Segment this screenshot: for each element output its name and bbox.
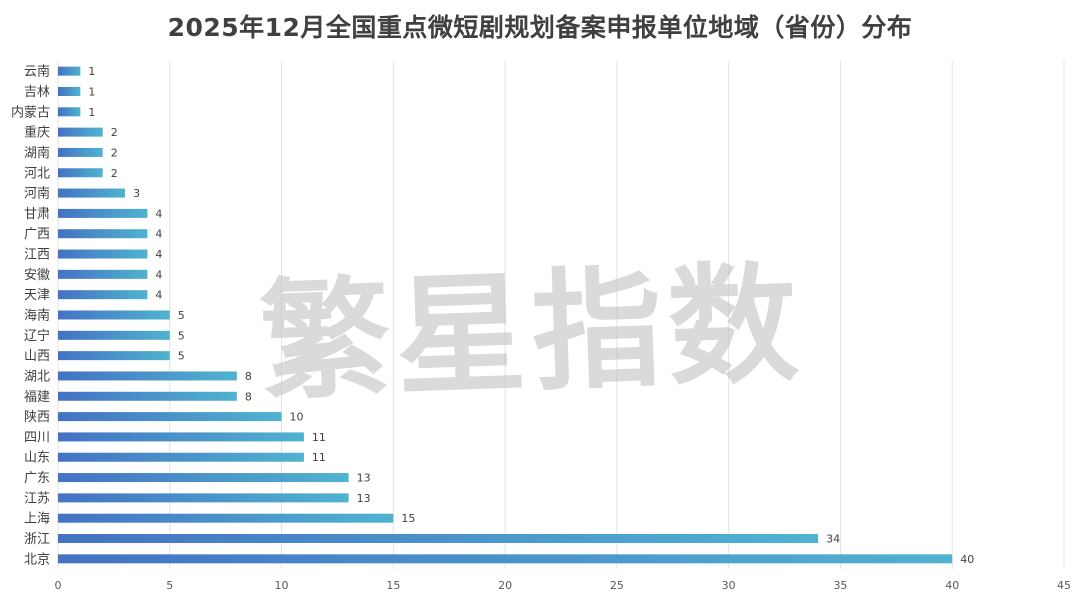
- x-tick-label: 0: [55, 579, 62, 592]
- bar: [58, 168, 103, 178]
- x-tick-label: 30: [722, 579, 736, 592]
- y-tick-label: 天津: [24, 288, 50, 303]
- bar: [58, 412, 282, 422]
- data-label: 8: [245, 370, 252, 383]
- data-label: 4: [155, 207, 162, 220]
- bar: [58, 473, 349, 483]
- data-label: 1: [88, 106, 95, 119]
- bar: [58, 127, 103, 137]
- data-label: 10: [290, 411, 304, 424]
- y-tick-label: 山东: [24, 451, 50, 466]
- data-label: 4: [155, 228, 162, 241]
- y-tick-label: 内蒙古: [11, 104, 50, 120]
- y-tick-label: 浙江: [24, 532, 50, 547]
- y-tick-label: 辽宁: [24, 328, 50, 344]
- y-tick-label: 江西: [24, 248, 50, 263]
- y-tick-label: 江苏: [24, 490, 50, 506]
- bar: [58, 371, 237, 381]
- bar: [58, 351, 170, 361]
- y-tick-label: 甘肃: [24, 207, 50, 222]
- y-tick-label: 山西: [24, 349, 50, 364]
- data-label: 34: [826, 533, 840, 546]
- data-label: 2: [111, 126, 118, 139]
- bar: [58, 107, 81, 117]
- x-tick-label: 35: [833, 579, 847, 592]
- y-tick-label: 河南: [24, 186, 50, 202]
- bar: [58, 269, 148, 279]
- y-tick-label: 云南: [24, 64, 50, 80]
- bar: [58, 188, 126, 198]
- y-tick-label: 四川: [24, 430, 50, 445]
- data-label: 5: [178, 329, 185, 342]
- bar: [58, 391, 237, 401]
- bar: [58, 452, 304, 462]
- data-label: 8: [245, 390, 252, 403]
- bar: [58, 330, 170, 340]
- data-label: 11: [312, 451, 326, 464]
- y-tick-label: 湖南: [24, 145, 50, 161]
- data-label: 13: [357, 472, 371, 485]
- data-label: 4: [155, 289, 162, 302]
- y-tick-label: 重庆: [24, 125, 50, 141]
- watermark: 繁星指数: [257, 246, 807, 419]
- data-label: 5: [178, 309, 185, 322]
- y-tick-label: 上海: [24, 512, 50, 527]
- data-label: 4: [155, 268, 162, 281]
- chart-title: 2025年12月全国重点微短剧规划备案申报单位地域（省份）分布: [167, 13, 913, 42]
- data-label: 15: [401, 512, 415, 525]
- bar: [58, 86, 81, 96]
- bar: [58, 554, 953, 564]
- x-tick-label: 25: [610, 579, 624, 592]
- y-tick-label: 广东: [24, 471, 50, 486]
- bar: [58, 290, 148, 300]
- bar: [58, 249, 148, 259]
- bars: [58, 66, 953, 564]
- data-label: 2: [111, 146, 118, 159]
- x-tick-label: 40: [945, 579, 959, 592]
- bar: [58, 310, 170, 320]
- y-tick-label: 河北: [24, 166, 50, 181]
- y-tick-label: 安徽: [24, 268, 50, 283]
- data-label: 13: [357, 492, 371, 505]
- y-tick-label: 吉林: [24, 85, 50, 100]
- x-tick-label: 15: [386, 579, 400, 592]
- y-tick-label: 广西: [24, 227, 50, 242]
- bar: [58, 147, 103, 157]
- bar: [58, 229, 148, 239]
- bar: [58, 493, 349, 503]
- y-tick-label: 海南: [24, 308, 50, 324]
- bar: [58, 513, 394, 523]
- x-tick-label: 10: [275, 579, 289, 592]
- x-tick-label: 5: [166, 579, 173, 592]
- data-label: 3: [133, 187, 140, 200]
- y-tick-label: 陕西: [24, 410, 50, 425]
- x-tick-label: 45: [1057, 579, 1071, 592]
- bar: [58, 66, 81, 76]
- data-label: 1: [88, 85, 95, 98]
- y-tick-label: 北京: [24, 552, 50, 567]
- data-label: 2: [111, 167, 118, 180]
- bar: [58, 432, 304, 442]
- x-tick-label: 20: [498, 579, 512, 592]
- y-tick-label: 福建: [24, 390, 50, 405]
- data-label: 40: [960, 553, 974, 566]
- y-tick-label: 湖北: [24, 369, 50, 384]
- data-label: 5: [178, 350, 185, 363]
- bar: [58, 534, 819, 544]
- data-label: 1: [88, 65, 95, 78]
- bar: [58, 208, 148, 218]
- data-label: 11: [312, 431, 326, 444]
- data-label: 4: [155, 248, 162, 261]
